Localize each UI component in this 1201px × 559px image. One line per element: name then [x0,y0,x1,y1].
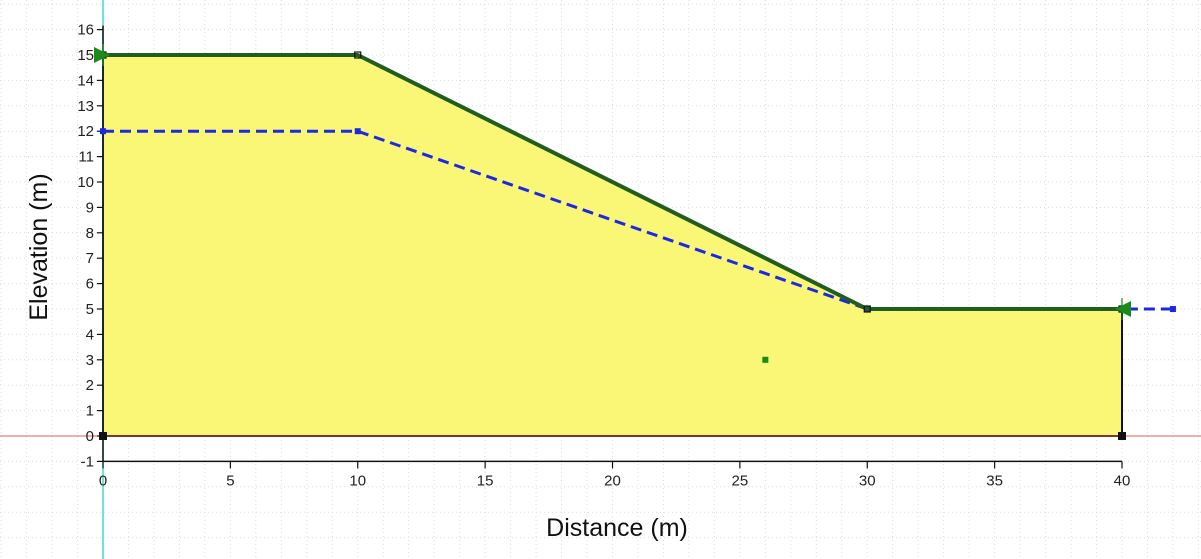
region-vertex [1118,432,1126,440]
y-tick-label: 14 [77,72,94,89]
axes: 0 5 10 15 20 25 30 35 40-10123456789101112131415… [77,22,1130,490]
x-tick-label: 0 [99,472,107,489]
x-tick-label: 5 [226,472,234,489]
y-tick-label: -1 [81,453,94,470]
water-table-vertex [1169,306,1176,312]
x-tick-label: 10 [349,472,366,489]
x-tick-label: 15 [477,472,494,489]
y-tick-label: 15 [77,47,94,64]
ground-surface-line [103,53,1122,311]
x-tick-label: 25 [732,472,749,489]
x-axis-title: Distance (m) [546,514,688,542]
y-tick-label: 4 [86,326,94,343]
y-tick-label: 8 [86,225,94,242]
water-table-line [103,129,1173,311]
ground-surface-vertex [354,51,362,59]
x-tick-label: 20 [604,472,621,489]
x-tick-label: 35 [986,472,1003,489]
x-tick-label: 30 [859,472,876,489]
x-tick-label: 40 [1114,472,1131,489]
y-tick-label: 12 [77,123,94,140]
point-marker [762,356,769,363]
y-tick-label: 6 [86,276,94,293]
y-tick-label: 0 [86,428,94,445]
y-tick-label: 9 [86,199,94,216]
y-tick-label: 3 [86,352,94,369]
water-table-vertex [354,128,361,135]
water-table-vertex [100,128,106,135]
markers [94,44,1131,440]
y-axis-title: Elevation (m) [25,173,53,320]
slip-limit-marker [94,47,110,63]
y-tick-label: 16 [77,22,94,39]
y-tick-label: 5 [86,301,94,318]
slip-limit-marker [1115,301,1131,317]
y-tick-label: 13 [77,98,94,115]
ground-surface-vertex [863,305,871,313]
y-tick-label: 1 [86,403,94,420]
region-vertex [99,432,107,440]
y-tick-label: 10 [77,174,94,191]
y-tick-label: 11 [78,149,94,166]
y-tick-label: 7 [86,250,94,267]
y-tick-label: 2 [86,377,94,394]
